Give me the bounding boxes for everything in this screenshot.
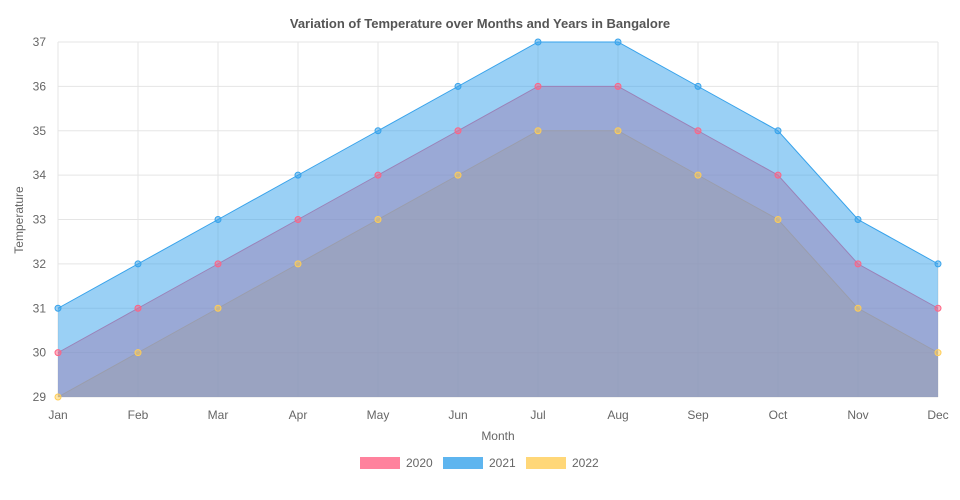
point-2020-Oct[interactable] <box>774 171 782 179</box>
point-2022-Aug[interactable] <box>614 127 622 135</box>
x-tick-label: Mar <box>208 408 229 422</box>
point-2022-Jan[interactable] <box>54 393 62 401</box>
point-2021-Nov[interactable] <box>854 216 862 223</box>
x-axis-label: Month <box>481 429 514 443</box>
legend-item-2020[interactable]: 2020 <box>360 456 433 470</box>
point-2022-Oct[interactable] <box>774 216 782 223</box>
x-tick-label: May <box>367 408 390 422</box>
point-2020-Dec[interactable] <box>934 304 942 312</box>
y-tick-label: 30 <box>33 346 47 360</box>
y-tick-label: 34 <box>33 168 47 182</box>
y-tick-label: 33 <box>33 213 47 227</box>
series-points <box>54 38 942 401</box>
point-2021-Jan[interactable] <box>54 304 62 312</box>
point-2022-May[interactable] <box>374 216 382 223</box>
legend-label: 2022 <box>572 456 599 470</box>
point-2022-Apr[interactable] <box>294 260 302 268</box>
point-2020-May[interactable] <box>374 171 382 179</box>
x-axis-ticks: Jan Feb Mar Apr May Jun Jul Aug Sep Oct Nov Dec <box>48 408 948 422</box>
line-2021 <box>57 41 939 309</box>
x-tick-label: Jul <box>530 408 545 422</box>
point-2021-Oct[interactable] <box>774 127 782 135</box>
y-axis-ticks: 29 30 31 32 33 34 35 36 37 <box>33 35 47 404</box>
legend-swatch <box>443 457 483 469</box>
point-2021-Jul[interactable] <box>534 38 542 46</box>
point-2022-Mar[interactable] <box>214 304 222 312</box>
point-2022-Sep[interactable] <box>694 171 702 179</box>
y-tick-label: 37 <box>33 35 47 49</box>
point-2020-Jul[interactable] <box>534 82 542 90</box>
point-2021-May[interactable] <box>374 127 382 135</box>
point-2021-Sep[interactable] <box>694 82 702 90</box>
x-tick-label: Dec <box>927 408 948 422</box>
point-2020-Mar[interactable] <box>214 260 222 268</box>
x-tick-label: Nov <box>847 408 868 422</box>
x-tick-label: Oct <box>769 408 788 422</box>
point-2022-Nov[interactable] <box>854 304 862 312</box>
legend: 2020 2021 2022 <box>360 456 599 470</box>
y-tick-label: 32 <box>33 257 47 271</box>
point-2020-Aug[interactable] <box>614 82 622 90</box>
point-2022-Dec[interactable] <box>934 349 942 357</box>
point-2021-Apr[interactable] <box>294 171 302 179</box>
point-2022-Jul[interactable] <box>534 127 542 135</box>
point-2020-Sep[interactable] <box>694 127 702 135</box>
series-areas <box>57 41 939 398</box>
chart-title: Variation of Temperature over Months and… <box>290 16 670 31</box>
x-tick-label: Jun <box>448 408 467 422</box>
legend-label: 2021 <box>489 456 516 470</box>
x-tick-label: Jan <box>48 408 67 422</box>
point-2020-Nov[interactable] <box>854 260 862 268</box>
legend-label: 2020 <box>406 456 433 470</box>
point-2021-Mar[interactable] <box>214 216 222 223</box>
y-tick-label: 31 <box>33 301 47 315</box>
legend-item-2021[interactable]: 2021 <box>443 456 516 470</box>
x-tick-label: Sep <box>687 408 709 422</box>
legend-swatch <box>360 457 400 469</box>
point-2021-Aug[interactable] <box>614 38 622 46</box>
point-2022-Jun[interactable] <box>454 171 462 179</box>
x-tick-label: Aug <box>607 408 628 422</box>
legend-item-2022[interactable]: 2022 <box>526 456 599 470</box>
point-2020-Jun[interactable] <box>454 127 462 135</box>
point-2020-Apr[interactable] <box>294 216 302 223</box>
point-2022-Feb[interactable] <box>134 349 142 357</box>
point-2021-Jun[interactable] <box>454 82 462 90</box>
point-2021-Dec[interactable] <box>934 260 942 268</box>
y-tick-label: 35 <box>33 124 47 138</box>
area-2021 <box>58 42 938 397</box>
point-2021-Feb[interactable] <box>134 260 142 268</box>
y-tick-label: 29 <box>33 390 47 404</box>
x-tick-label: Feb <box>128 408 149 422</box>
x-tick-label: Apr <box>289 408 308 422</box>
legend-swatch <box>526 457 566 469</box>
point-2020-Feb[interactable] <box>134 304 142 312</box>
point-2020-Jan[interactable] <box>54 349 62 357</box>
y-axis-label: Temperature <box>12 186 26 254</box>
y-tick-label: 36 <box>33 79 47 93</box>
